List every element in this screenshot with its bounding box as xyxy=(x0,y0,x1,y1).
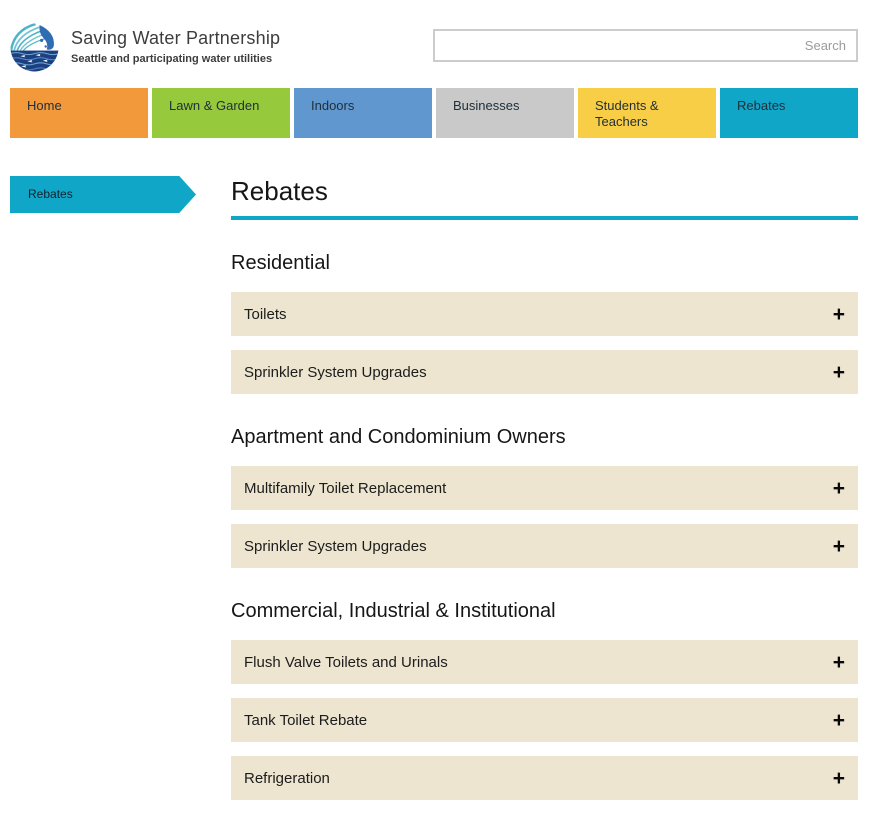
wave-fish-logo-icon xyxy=(10,23,59,72)
accordion-label: Toilets xyxy=(244,305,287,323)
accordion-label: Multifamily Toilet Replacement xyxy=(244,479,447,497)
accordion-tank-toilet-rebate[interactable]: Tank Toilet Rebate + xyxy=(231,698,858,742)
brand-block: Saving Water Partnership Seattle and par… xyxy=(71,28,280,65)
site-header: Saving Water Partnership Seattle and par… xyxy=(10,0,858,88)
site-subtitle: Seattle and participating water utilitie… xyxy=(71,53,273,65)
nav-tab-lawn-garden[interactable]: Lawn & Garden xyxy=(152,88,290,138)
main-nav: Home Lawn & Garden Indoors Businesses St… xyxy=(10,88,858,138)
accordion-refrigeration[interactable]: Refrigeration + xyxy=(231,756,858,800)
section-heading-residential: Residential xyxy=(231,252,330,274)
nav-tab-label: Students & Teachers xyxy=(595,98,659,130)
content-row: Rebates Rebates Residential Toilets + Sp… xyxy=(10,138,858,814)
nav-tab-indoors[interactable]: Indoors xyxy=(294,88,432,138)
sidebar: Rebates xyxy=(10,138,231,814)
accordion-flush-valve-toilets-urinals[interactable]: Flush Valve Toilets and Urinals + xyxy=(231,640,858,684)
nav-tab-businesses[interactable]: Businesses xyxy=(436,88,574,138)
nav-tab-label: Businesses xyxy=(453,98,520,113)
main-content: Rebates Residential Toilets + Sprinkler … xyxy=(231,138,858,814)
nav-tab-label: Rebates xyxy=(737,98,786,113)
accordion-label: Refrigeration xyxy=(244,769,330,787)
accordion-label: Sprinkler System Upgrades xyxy=(244,363,427,381)
nav-tab-students-teachers[interactable]: Students & Teachers xyxy=(578,88,716,138)
section-heading-apartment-condo: Apartment and Condominium Owners xyxy=(231,426,566,448)
expand-plus-icon[interactable]: + xyxy=(832,650,845,674)
title-rule xyxy=(231,216,858,220)
site-title: Saving Water Partnership xyxy=(71,28,281,48)
nav-tab-label: Indoors xyxy=(311,98,355,113)
accordion-label: Sprinkler System Upgrades xyxy=(244,537,427,555)
page-title: Rebates xyxy=(231,176,328,206)
accordion-sprinkler-system-upgrades-multifamily[interactable]: Sprinkler System Upgrades + xyxy=(231,524,858,568)
expand-plus-icon[interactable]: + xyxy=(832,766,845,790)
expand-plus-icon[interactable]: + xyxy=(832,302,845,326)
expand-plus-icon[interactable]: + xyxy=(832,708,845,732)
accordion-multifamily-toilet-replacement[interactable]: Multifamily Toilet Replacement + xyxy=(231,466,858,510)
accordion-label: Tank Toilet Rebate xyxy=(244,711,368,729)
nav-tab-label: Lawn & Garden xyxy=(169,98,260,113)
nav-tab-label: Home xyxy=(27,98,62,113)
accordion-sprinkler-system-upgrades[interactable]: Sprinkler System Upgrades + xyxy=(231,350,858,394)
expand-plus-icon[interactable]: + xyxy=(832,476,845,500)
sidebar-item-rebates[interactable]: Rebates xyxy=(10,176,196,213)
section-heading-commercial-industrial: Commercial, Industrial & Institutional xyxy=(231,600,556,622)
search-input[interactable] xyxy=(433,29,858,62)
expand-plus-icon[interactable]: + xyxy=(832,360,845,384)
accordion-toilets[interactable]: Toilets + xyxy=(231,292,858,336)
page: Saving Water Partnership Seattle and par… xyxy=(10,0,858,814)
nav-tab-home[interactable]: Home xyxy=(10,88,148,138)
expand-plus-icon[interactable]: + xyxy=(832,534,845,558)
accordion-label: Flush Valve Toilets and Urinals xyxy=(244,653,448,671)
nav-tab-rebates[interactable]: Rebates xyxy=(720,88,858,138)
